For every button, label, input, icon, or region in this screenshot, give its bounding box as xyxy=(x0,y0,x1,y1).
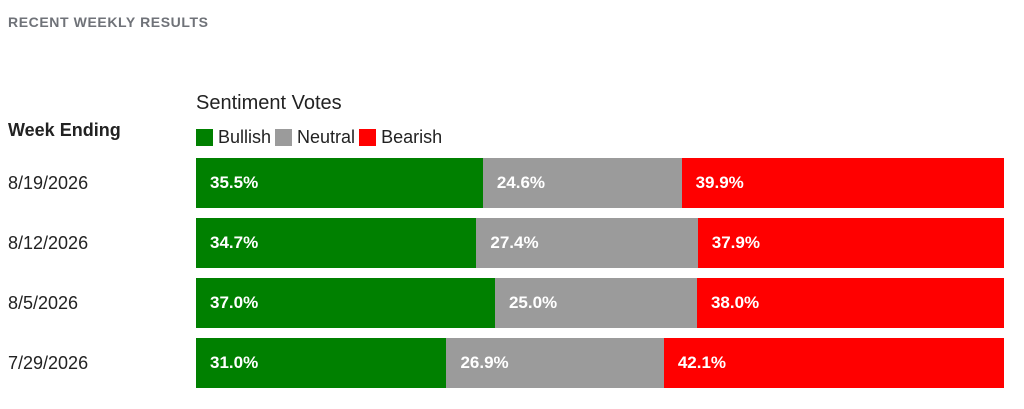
bar-segment-bullish: 37.0% xyxy=(196,278,495,328)
legend-swatch-bearish xyxy=(359,129,377,146)
legend-item-bearish: Bearish xyxy=(359,127,442,148)
bar-segment-bullish: 34.7% xyxy=(196,218,477,268)
data-label: 35.5% xyxy=(210,173,259,192)
legend-item-neutral: Neutral xyxy=(275,127,355,148)
data-label: 39.9% xyxy=(695,173,744,192)
legend-label-bullish: Bullish xyxy=(218,127,272,147)
bar-segment-neutral: 27.4% xyxy=(476,218,698,268)
data-label: 37.9% xyxy=(711,233,760,252)
data-label: 24.6% xyxy=(496,173,546,192)
legend-item-bullish: Bullish xyxy=(196,127,271,148)
data-label: 38.0% xyxy=(710,293,760,312)
bar-row: 34.7% 27.4% 37.9% xyxy=(196,218,1004,268)
week-label: 8/19/2026 xyxy=(8,173,89,193)
bar-segment-neutral: 24.6% xyxy=(482,158,682,208)
bar-row: 37.0% 25.0% 38.0% xyxy=(196,278,1004,328)
legend-swatch-bullish xyxy=(196,129,213,146)
data-label: 31.0% xyxy=(210,353,259,372)
legend: Bullish Neutral Bearish xyxy=(196,127,446,148)
legend-label-neutral: Neutral xyxy=(297,127,356,147)
legend-label-bearish: Bearish xyxy=(381,127,443,147)
bar-segment-bearish: 37.9% xyxy=(697,218,1004,268)
bar-segment-bearish: 39.9% xyxy=(681,158,1004,208)
bar-segment-neutral: 26.9% xyxy=(446,338,664,388)
week-label: 8/5/2026 xyxy=(8,293,79,313)
bar-row: 31.0% 26.9% 42.1% xyxy=(196,338,1004,388)
section-title: RECENT WEEKLY RESULTS xyxy=(8,14,209,30)
data-label: 25.0% xyxy=(508,293,558,312)
bar-segment-neutral: 25.0% xyxy=(494,278,697,328)
data-label: 27.4% xyxy=(490,233,539,252)
bar-segment-bearish: 38.0% xyxy=(696,278,1004,328)
data-label: 26.9% xyxy=(460,353,509,372)
bar-segment-bearish: 42.1% xyxy=(663,338,1004,388)
data-label: 37.0% xyxy=(210,293,259,312)
bar-segment-bullish: 35.5% xyxy=(196,158,483,208)
week-label: 7/29/2026 xyxy=(8,353,89,373)
data-label: 42.1% xyxy=(677,353,727,372)
chart-title: Sentiment Votes xyxy=(196,92,342,114)
bar-segment-bullish: 31.0% xyxy=(196,338,447,388)
legend-swatch-neutral xyxy=(275,129,293,146)
week-ending-header: Week Ending xyxy=(8,120,121,140)
bar-row: 35.5% 24.6% 39.9% xyxy=(196,158,1004,208)
week-label: 8/12/2026 xyxy=(8,233,89,253)
data-label: 34.7% xyxy=(210,233,259,252)
